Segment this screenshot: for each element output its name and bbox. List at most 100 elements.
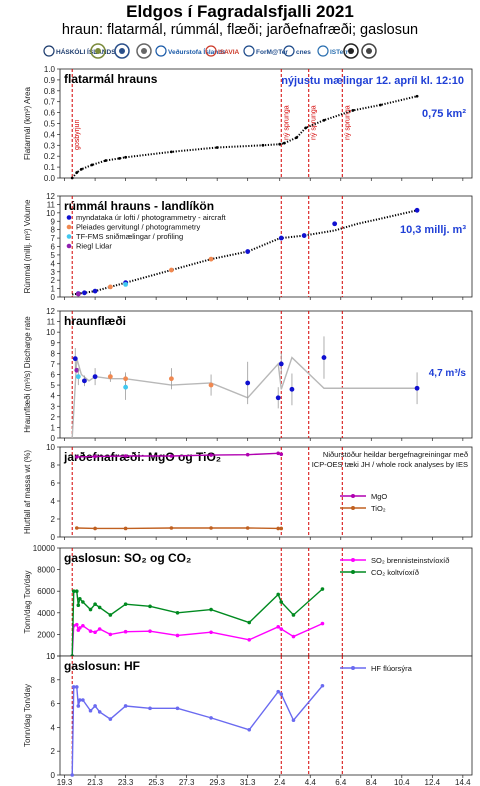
seal-logo-mark: [361, 43, 377, 59]
vedur-logo-mark: [155, 45, 167, 57]
y-axis-label: Hlutfall af massa wt (%): [23, 450, 32, 534]
data-point: [118, 156, 121, 160]
y-tick-label: 11: [47, 318, 56, 327]
event-label: ný sprunga: [283, 105, 290, 140]
y-tick-label: 0: [51, 293, 56, 302]
y-tick-label: 7: [51, 360, 56, 369]
data-point: [76, 603, 81, 608]
data-point: [209, 453, 213, 457]
annotation: 10,3 millj. m³: [400, 224, 466, 236]
legend-label: HF flúorsýra: [371, 664, 413, 673]
data-point: [291, 718, 296, 723]
data-point: [70, 176, 74, 180]
annotation: 0,75 km²: [422, 108, 466, 120]
legend-marker: [351, 558, 355, 562]
y-tick-label: 0.8: [44, 87, 56, 96]
data-point: [278, 361, 284, 367]
y-tick-label: 4: [51, 497, 56, 506]
data-point: [78, 626, 82, 630]
data-point: [304, 126, 308, 130]
data-point: [82, 290, 87, 296]
y-tick-label: 12: [46, 307, 55, 316]
ni-logo-mark: [90, 43, 106, 59]
y-tick-label: 0: [51, 533, 56, 542]
data-point: [74, 685, 79, 689]
data-point: [320, 621, 325, 626]
legend-marker: [66, 234, 72, 239]
y-tick-label: 1: [51, 423, 56, 432]
data-point: [74, 622, 79, 627]
y-tick-label: 2: [51, 413, 56, 422]
lmi-logo-dot: [119, 48, 125, 54]
y-axis-label: Flatarmál (km²) Area: [23, 87, 32, 160]
y-tick-label: 0.9: [44, 76, 56, 85]
data-point: [107, 284, 113, 290]
series-line-MgO: [76, 452, 282, 458]
y-tick-label: 3: [51, 402, 56, 411]
ni-logo-dot: [95, 48, 101, 54]
data-point: [289, 386, 295, 392]
data-point: [245, 380, 251, 386]
y-tick-label: 0: [51, 434, 56, 443]
x-tick-label: 31.3: [240, 778, 256, 786]
data-point: [76, 704, 81, 708]
data-point: [107, 374, 113, 380]
data-point: [75, 171, 79, 174]
hi-logo-mark: [43, 45, 55, 57]
legend-label: TF-FMS sniðmælingar / profiling: [76, 232, 183, 241]
data-point: [78, 698, 82, 702]
y-axis-label: Tonn/dag Ton/day: [23, 684, 32, 747]
data-point: [75, 291, 81, 297]
data-point: [275, 395, 281, 401]
data-point: [276, 592, 281, 597]
data-point: [414, 385, 420, 391]
data-point: [74, 589, 79, 593]
ufr-logo: [136, 43, 152, 59]
data-point: [81, 623, 85, 628]
y-tick-label: 8: [51, 226, 56, 235]
y-tick-label: 0: [51, 652, 56, 661]
y-tick-label: 2: [51, 747, 56, 756]
hi-logo: HÁSKÓLI ÍSLANDS: [43, 45, 116, 57]
data-point: [93, 526, 97, 531]
x-tick-label: 12.4: [425, 778, 441, 786]
data-point: [124, 155, 128, 159]
data-point: [279, 692, 284, 696]
plot-frame: [59, 655, 473, 776]
legend-marker: [66, 224, 72, 230]
y-tick-label: 0.2: [44, 152, 56, 161]
y-tick-label: 10: [46, 209, 55, 218]
plot-frame: [59, 310, 473, 439]
data-point: [276, 689, 281, 694]
y-tick-label: 1: [51, 285, 56, 294]
legend-marker: [351, 570, 355, 574]
ni-logo: [90, 43, 106, 59]
data-point: [104, 159, 108, 162]
data-point: [320, 683, 325, 688]
legend-label: myndataka úr lofti / photogrammetry - ai…: [76, 213, 227, 222]
y-tick-label: 4: [51, 392, 56, 401]
vedur-logo-text: Veðurstofa Íslands: [168, 47, 226, 56]
lmv-logo-mark: [343, 43, 359, 59]
data-point: [175, 706, 180, 711]
y-tick-label: 11: [47, 200, 56, 209]
data-point: [71, 685, 76, 689]
data-point: [72, 356, 78, 362]
series-line-trend: [72, 209, 418, 296]
x-tick-label: 27.3: [179, 778, 195, 786]
isterre-logo-mark: [317, 45, 329, 57]
data-point: [148, 604, 152, 609]
data-point: [169, 526, 174, 530]
data-point: [279, 452, 284, 457]
panel-6: 0 2 4 6 8 10 Tonn/dag Ton/day gaslosun: HF HF fl…: [23, 652, 473, 780]
lmi-logo: [114, 43, 130, 59]
lmv-logo-dot: [348, 48, 354, 54]
x-tick-label: 14.4: [455, 778, 471, 786]
y-tick-label: 8: [51, 676, 56, 685]
x-tick-label: 21.3: [87, 778, 103, 786]
event-label: ný sprunga: [311, 105, 318, 140]
